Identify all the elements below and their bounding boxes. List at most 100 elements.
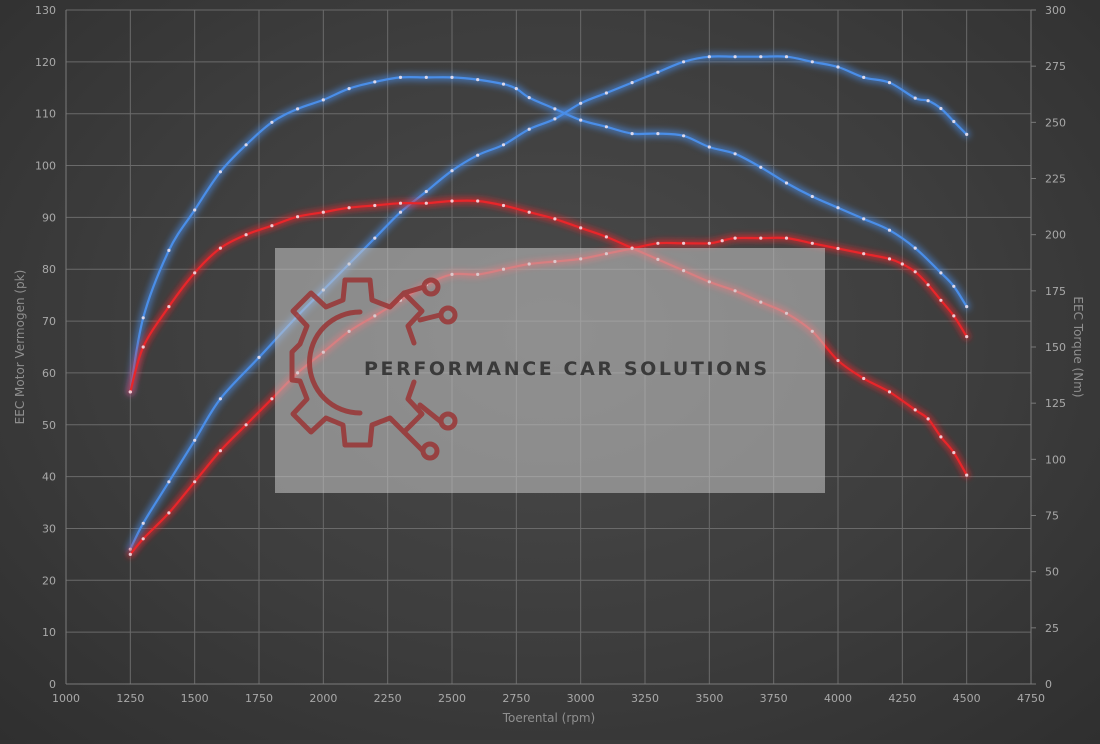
data-point — [244, 423, 248, 427]
y-right-tick-label: 275 — [1045, 60, 1066, 73]
data-point — [167, 480, 171, 484]
data-point — [296, 107, 300, 111]
y-left-tick-label: 40 — [42, 471, 56, 484]
data-point — [244, 143, 248, 147]
axes: Toerental (rpm) EEC Motor Vermogen (pk) … — [13, 4, 1085, 725]
data-point — [926, 283, 930, 287]
data-point — [141, 345, 145, 349]
data-point — [501, 203, 506, 208]
data-point — [501, 82, 506, 86]
y-left-tick-label: 90 — [42, 211, 56, 224]
data-point — [167, 248, 171, 252]
data-point — [167, 305, 171, 309]
data-point — [836, 65, 840, 69]
x-tick-label: 1500 — [181, 692, 209, 705]
x-tick-label: 3000 — [567, 692, 595, 705]
data-point — [952, 284, 956, 288]
data-point — [913, 408, 917, 412]
series-tuned-torque — [126, 73, 971, 396]
data-point — [424, 201, 428, 205]
data-point — [604, 91, 609, 95]
data-point — [218, 246, 222, 250]
data-point — [450, 75, 454, 79]
data-point — [720, 239, 724, 243]
data-point — [939, 298, 943, 302]
data-point — [527, 96, 531, 100]
data-point — [167, 511, 171, 515]
x-tick-label: 2750 — [502, 692, 530, 705]
data-point — [965, 305, 969, 309]
data-point — [862, 217, 866, 221]
data-point — [347, 87, 351, 91]
data-point — [476, 78, 480, 82]
data-point — [733, 236, 737, 240]
data-point — [733, 55, 737, 59]
y-left-tick-label: 50 — [42, 419, 56, 432]
data-point — [707, 241, 711, 245]
y-right-tick-label: 150 — [1045, 341, 1066, 354]
y-right-tick-label: 225 — [1045, 173, 1066, 186]
x-axis-title: Toerental (rpm) — [502, 711, 595, 725]
data-point — [257, 355, 261, 359]
data-point — [952, 314, 956, 318]
watermark-panel — [275, 248, 825, 493]
x-tick-label: 3500 — [695, 692, 723, 705]
x-tick-label: 4750 — [1017, 692, 1045, 705]
y-left-tick-label: 80 — [42, 263, 56, 276]
data-point — [270, 397, 274, 401]
data-point — [939, 435, 943, 439]
y-right-tick-label: 25 — [1045, 622, 1059, 635]
data-point — [939, 271, 943, 275]
data-point — [952, 451, 956, 455]
data-point — [321, 210, 325, 214]
y-left-tick-label: 10 — [42, 626, 56, 639]
data-point — [836, 206, 840, 210]
data-point — [373, 203, 377, 208]
x-tick-label: 2500 — [438, 692, 466, 705]
data-point — [939, 106, 943, 111]
x-tick-label: 1250 — [116, 692, 144, 705]
data-point — [759, 236, 763, 240]
y-right-tick-label: 175 — [1045, 285, 1066, 298]
y-left-tick-label: 100 — [35, 160, 56, 173]
data-point — [784, 181, 789, 185]
data-point — [836, 358, 840, 363]
data-point — [759, 165, 763, 169]
data-point — [128, 390, 132, 394]
data-point — [965, 335, 969, 339]
x-tick-label: 3250 — [631, 692, 659, 705]
y-left-tick-label: 0 — [49, 678, 56, 691]
data-point — [630, 81, 634, 85]
data-point — [952, 119, 956, 124]
x-tick-label: 1000 — [52, 692, 80, 705]
data-point — [887, 81, 892, 85]
data-point — [218, 397, 222, 401]
data-point — [810, 241, 814, 245]
data-point — [913, 96, 917, 100]
y-right-tick-label: 200 — [1045, 229, 1066, 242]
y-axis-right-title: EEC Torque (Nm) — [1071, 296, 1085, 397]
data-point — [965, 473, 969, 477]
y-right-tick-label: 250 — [1045, 116, 1066, 129]
series-line — [129, 199, 968, 477]
data-point — [193, 438, 197, 442]
x-tick-label: 2000 — [309, 692, 337, 705]
y-left-tick-label: 110 — [35, 108, 56, 121]
x-tick-label: 3750 — [760, 692, 788, 705]
data-point — [707, 145, 711, 149]
data-point — [604, 125, 609, 129]
data-point — [682, 241, 686, 245]
data-point — [862, 376, 866, 381]
data-point — [424, 75, 428, 79]
data-point — [553, 117, 557, 121]
watermark: PERFORMANCE CAR SOLUTIONS — [275, 248, 825, 493]
data-point — [373, 80, 377, 84]
data-point — [424, 189, 428, 194]
data-point — [373, 236, 377, 240]
data-point — [270, 120, 274, 124]
y-right-tick-label: 75 — [1045, 510, 1059, 523]
data-point — [926, 417, 930, 421]
data-point — [913, 270, 917, 274]
data-point — [965, 132, 969, 136]
